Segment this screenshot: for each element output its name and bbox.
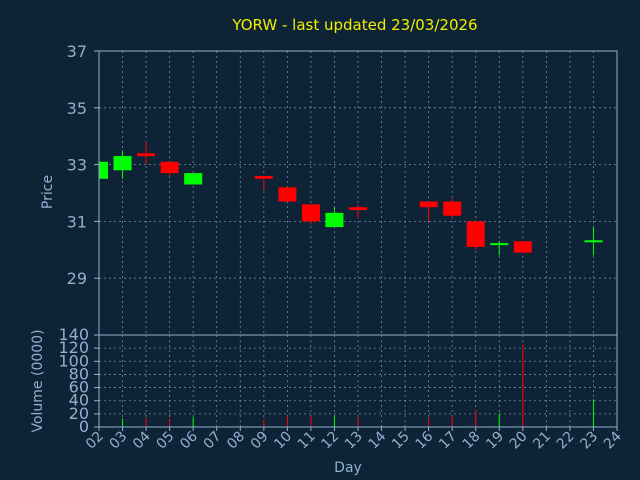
volume-tick-label: 100: [58, 351, 89, 370]
candle-body: [113, 156, 132, 171]
volume-tick-label: 80: [69, 364, 89, 383]
day-tick-label: 18: [460, 429, 484, 453]
day-tick-label: 15: [389, 429, 413, 453]
day-tick-label: 05: [154, 429, 178, 453]
day-tick-label: 17: [436, 429, 460, 453]
candle: [160, 161, 179, 176]
candle: [301, 204, 320, 225]
candle-body: [466, 221, 485, 247]
candle-body: [99, 161, 108, 179]
volume-tick-label: 120: [58, 338, 89, 357]
price-axis-label: Price: [40, 175, 56, 209]
candle: [490, 241, 509, 256]
candle: [419, 201, 438, 222]
day-tick-label: 09: [248, 429, 272, 453]
volume-tick-label: 140: [58, 325, 89, 344]
candle: [113, 150, 132, 179]
day-tick-label: 20: [507, 429, 531, 453]
day-tick-label: 04: [130, 428, 154, 452]
candle-body: [184, 173, 203, 185]
day-tick-label: 21: [530, 429, 554, 453]
price-tick-label: 33: [67, 156, 87, 175]
chart-title: YORW - last updated 23/03/2026: [231, 16, 477, 34]
day-tick-label: 08: [224, 429, 248, 453]
price-tick-label: 35: [67, 99, 87, 118]
candle-body: [137, 153, 156, 157]
volume-tick-label: 0: [79, 417, 89, 436]
volume-tick-label: 40: [69, 391, 89, 410]
volume-grid: [99, 335, 617, 427]
candle: [325, 207, 344, 228]
candle-body: [254, 175, 273, 179]
day-tick-label: 11: [295, 429, 319, 453]
day-tick-label: 12: [318, 429, 342, 453]
volume-series: [98, 344, 594, 427]
candle: [254, 175, 273, 191]
candle: [278, 187, 297, 202]
price-tick-labels: 29 31 33 35 37: [67, 42, 99, 288]
day-tick-label: 10: [271, 429, 295, 453]
day-tick-label: 24: [601, 428, 625, 452]
day-tick-labels: 02 03 04 05 06 07 08 09 10 11 12 13 14 15 16 17 18 19 20 21…: [83, 427, 625, 452]
price-grid: [99, 51, 617, 335]
candle-body: [325, 212, 344, 228]
candle: [98, 161, 108, 179]
volume-axis-label: Volume (0000): [30, 329, 46, 432]
day-tick-label: 14: [365, 428, 389, 452]
price-tick-label: 31: [67, 212, 87, 231]
day-tick-label: 06: [177, 428, 201, 452]
candlestick-series: [98, 141, 603, 256]
candle-body: [301, 204, 320, 222]
candle: [584, 227, 603, 256]
volume-plot-frame: [98, 334, 618, 428]
candle-body: [513, 241, 532, 253]
candle: [184, 173, 203, 185]
day-tick-label: 13: [342, 429, 366, 453]
candle-body: [349, 207, 367, 211]
candle-body: [278, 187, 297, 202]
price-tick-label: 37: [67, 42, 87, 61]
day-tick-label: 07: [201, 429, 225, 453]
candle-body: [443, 201, 462, 216]
candle-body: [490, 243, 509, 246]
candle: [466, 221, 485, 250]
day-tick-label: 23: [577, 429, 601, 453]
candle: [513, 241, 532, 253]
day-tick-label: 16: [413, 428, 437, 452]
day-tick-label: 22: [554, 429, 578, 453]
candle: [349, 204, 367, 219]
volume-tick-label: 20: [69, 404, 89, 423]
volume-tick-label: 60: [69, 378, 89, 397]
price-tick-label: 29: [67, 269, 87, 288]
day-tick-label: 19: [483, 429, 507, 453]
day-tick-label: 03: [106, 429, 130, 453]
candle: [137, 141, 156, 165]
candle-body: [584, 240, 603, 243]
candle-body: [419, 201, 438, 208]
candle-body: [160, 161, 179, 174]
day-axis-label: Day: [334, 460, 362, 476]
candle: [443, 198, 462, 219]
